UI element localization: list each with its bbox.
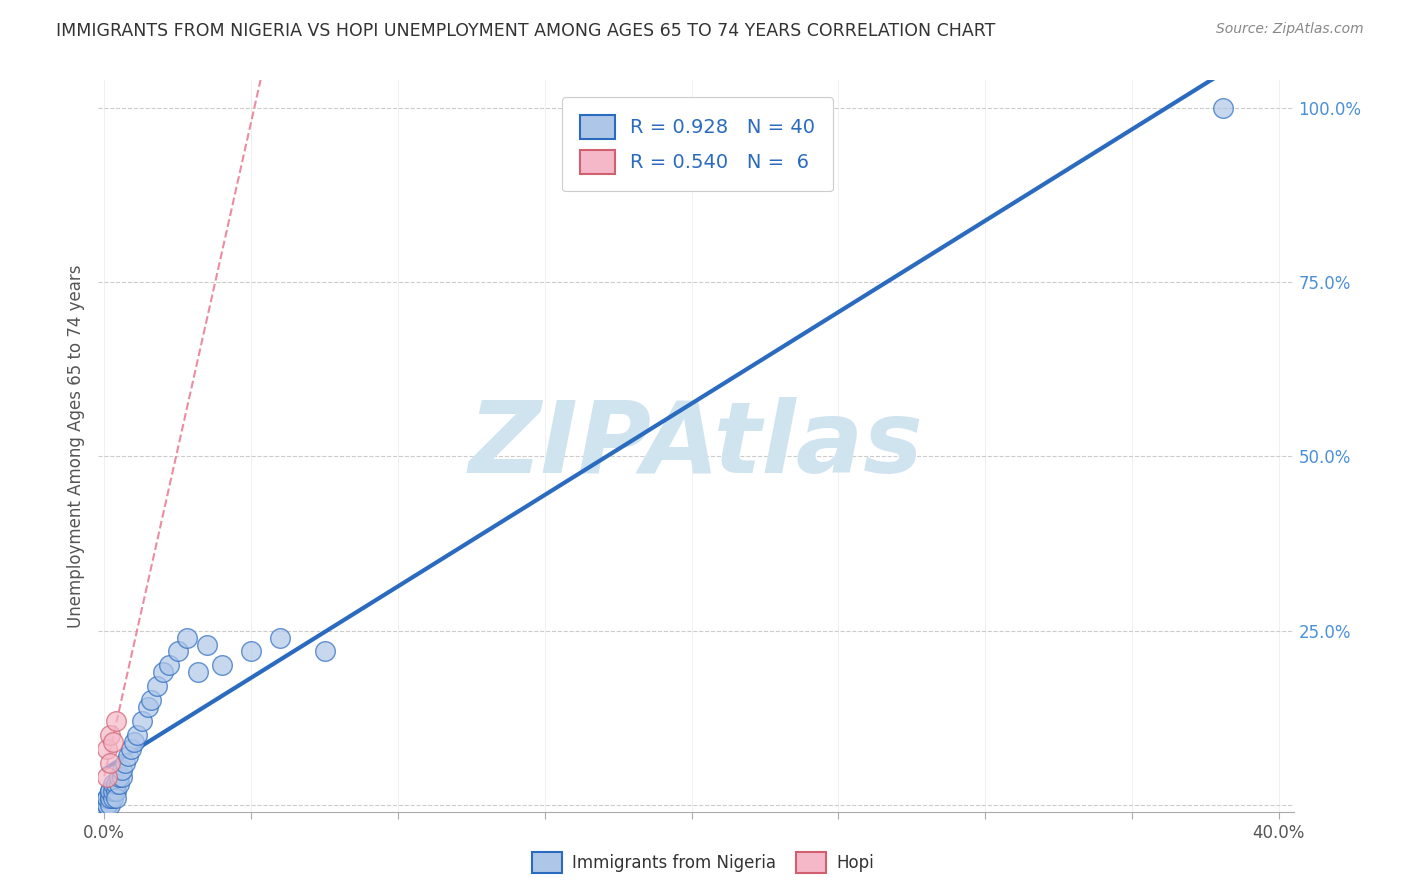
Point [105,777,128,791]
Point [101,777,124,791]
Text: IMMIGRANTS FROM NIGERIA VS HOPI UNEMPLOYMENT AMONG AGES 65 TO 74 YEARS CORRELATI: IMMIGRANTS FROM NIGERIA VS HOPI UNEMPLOY… [56,22,995,40]
Point [211,658,233,673]
Point [166,644,188,658]
Point [105,714,128,728]
Point [101,790,124,805]
Point [125,728,148,742]
Legend: R = 0.928   N = 40, R = 0.540   N =  6: R = 0.928 N = 40, R = 0.540 N = 6 [562,97,832,192]
Point [152,665,174,680]
Point [195,638,218,652]
Point [111,763,134,777]
Point [96,797,118,812]
Point [111,770,134,784]
Point [98,784,121,798]
Point [98,790,121,805]
Text: ZIPAtlas: ZIPAtlas [468,398,924,494]
Point [117,749,139,764]
Point [122,735,145,749]
Point [269,631,291,645]
Point [96,742,118,756]
Point [98,756,121,770]
Point [114,756,136,770]
Point [108,777,131,791]
Point [101,735,124,749]
Point [176,631,198,645]
Legend: Immigrants from Nigeria, Hopi: Immigrants from Nigeria, Hopi [526,846,880,880]
Point [146,679,169,693]
Point [141,693,163,707]
Y-axis label: Unemployment Among Ages 65 to 74 years: Unemployment Among Ages 65 to 74 years [66,264,84,628]
Point [96,770,118,784]
Point [98,728,121,742]
Point [96,790,118,805]
Point [187,665,209,680]
Point [120,742,142,756]
Point [138,700,160,714]
Point [98,784,121,798]
Point [96,797,118,812]
Point [131,714,153,728]
Point [240,644,263,658]
Point [96,797,118,812]
Point [1212,101,1234,115]
Point [314,644,336,658]
Point [157,658,180,673]
Point [98,790,121,805]
Point [108,770,131,784]
Point [105,790,128,805]
Point [105,784,128,798]
Point [96,790,118,805]
Text: Source: ZipAtlas.com: Source: ZipAtlas.com [1216,22,1364,37]
Point [101,784,124,798]
Point [98,797,121,812]
